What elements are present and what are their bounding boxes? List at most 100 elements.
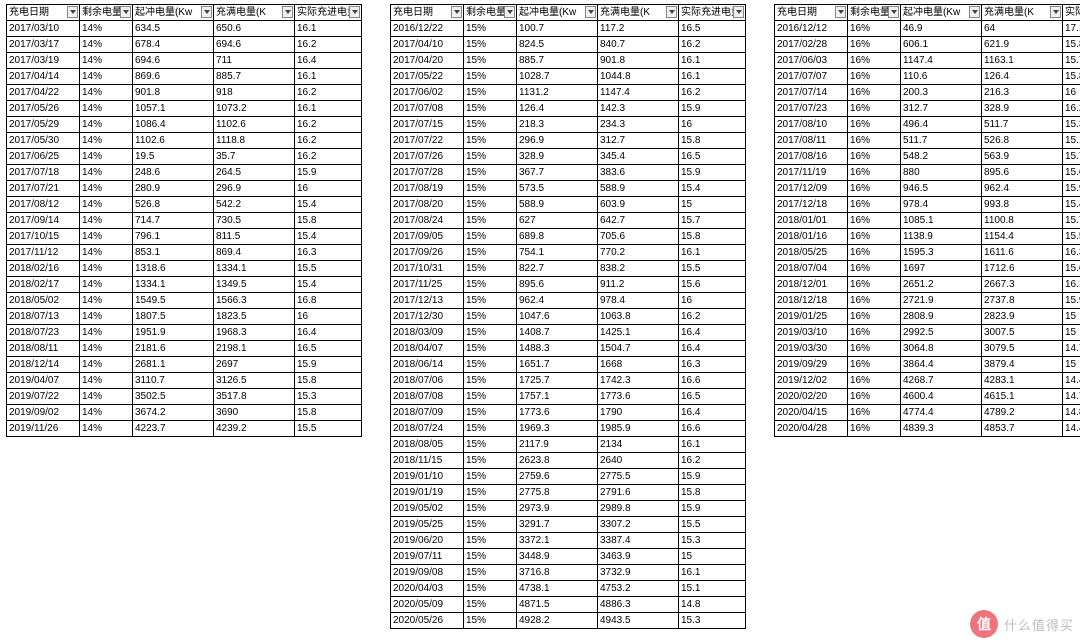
column-header[interactable]: 剩余电量	[80, 5, 133, 21]
table-row: 2017/12/1315%962.4978.416	[391, 293, 746, 309]
cell: 2020/02/20	[775, 389, 848, 405]
cell: 542.2	[214, 197, 295, 213]
column-header[interactable]: 充满电量(K	[598, 5, 679, 21]
cell: 2017/04/22	[7, 85, 80, 101]
cell: 15.6	[679, 277, 746, 293]
column-header[interactable]: 实际充进电量	[679, 5, 746, 21]
cell: 754.1	[517, 245, 598, 261]
cell: 16.1	[679, 437, 746, 453]
table-row: 2017/05/2914%1086.41102.616.2	[7, 117, 362, 133]
cell: 14%	[80, 389, 133, 405]
cell: 2019/09/08	[391, 565, 464, 581]
column-header[interactable]: 起冲电量(Kw	[901, 5, 982, 21]
filter-dropdown-icon[interactable]	[349, 6, 360, 18]
cell: 16%	[848, 325, 901, 341]
cell: 15.7	[1063, 53, 1080, 69]
cell: 1102.6	[133, 133, 214, 149]
filter-dropdown-icon[interactable]	[201, 6, 212, 18]
cell: 2823.9	[982, 309, 1063, 325]
filter-dropdown-icon[interactable]	[888, 6, 899, 18]
cell: 110.6	[901, 69, 982, 85]
table-row: 2018/02/1614%1318.61334.115.5	[7, 261, 362, 277]
header-label: 起冲电量(Kw	[135, 7, 192, 18]
cell: 64	[982, 21, 1063, 37]
table-row: 2018/07/0615%1725.71742.316.6	[391, 373, 746, 389]
cell: 100.7	[517, 21, 598, 37]
charge-table-14: 充电日期剩余电量起冲电量(Kw充满电量(K实际充进电量2017/03/1014%…	[6, 4, 362, 437]
column-header[interactable]: 实际充进电量	[1063, 5, 1080, 21]
cell: 216.3	[982, 85, 1063, 101]
filter-dropdown-icon[interactable]	[504, 6, 515, 18]
cell: 14%	[80, 341, 133, 357]
filter-dropdown-icon[interactable]	[969, 6, 980, 18]
table-row: 2019/01/1015%2759.62775.515.9	[391, 469, 746, 485]
table-row: 2018/04/0715%1488.31504.716.4	[391, 341, 746, 357]
column-header[interactable]: 剩余电量	[464, 5, 517, 21]
table-row: 2018/05/2516%1595.31611.616.3	[775, 245, 1080, 261]
cell: 14%	[80, 37, 133, 53]
filter-dropdown-icon[interactable]	[666, 6, 677, 18]
column-header[interactable]: 充满电量(K	[982, 5, 1063, 21]
cell: 1100.8	[982, 213, 1063, 229]
cell: 16.1	[679, 53, 746, 69]
table-row: 2019/03/3016%3064.83079.514.7	[775, 341, 1080, 357]
filter-dropdown-icon[interactable]	[835, 6, 846, 18]
cell: 1073.2	[214, 101, 295, 117]
filter-dropdown-icon[interactable]	[451, 6, 462, 18]
column-header[interactable]: 充电日期	[391, 5, 464, 21]
filter-dropdown-icon[interactable]	[733, 6, 744, 18]
cell: 2017/06/02	[391, 85, 464, 101]
column-header[interactable]: 充满电量(K	[214, 5, 295, 21]
column-header[interactable]: 充电日期	[7, 5, 80, 21]
filter-dropdown-icon[interactable]	[67, 6, 78, 18]
column-header[interactable]: 实际充进电量	[295, 5, 362, 21]
cell: 1154.4	[982, 229, 1063, 245]
header-label: 剩余电量	[82, 7, 122, 18]
cell: 16%	[848, 165, 901, 181]
cell: 16%	[848, 133, 901, 149]
filter-dropdown-icon[interactable]	[1050, 6, 1061, 18]
cell: 4774.4	[901, 405, 982, 421]
cell: 1334.1	[214, 261, 295, 277]
table-row: 2018/07/2415%1969.31985.916.6	[391, 421, 746, 437]
column-header[interactable]: 起冲电量(Kw	[133, 5, 214, 21]
filter-dropdown-icon[interactable]	[585, 6, 596, 18]
cell: 1028.7	[517, 69, 598, 85]
cell: 16.6	[679, 421, 746, 437]
table-row: 2019/07/2214%3502.53517.815.3	[7, 389, 362, 405]
cell: 142.3	[598, 101, 679, 117]
table-row: 2018/11/1515%2623.8264016.2	[391, 453, 746, 469]
cell: 711	[214, 53, 295, 69]
cell: 1611.6	[982, 245, 1063, 261]
table-row: 2017/04/1015%824.5840.716.2	[391, 37, 746, 53]
cell: 4738.1	[517, 581, 598, 597]
column-header[interactable]: 起冲电量(Kw	[517, 5, 598, 21]
cell: 2019/03/10	[775, 325, 848, 341]
table-row: 2018/02/1714%1334.11349.515.4	[7, 277, 362, 293]
column-header[interactable]: 充电日期	[775, 5, 848, 21]
table-row: 2020/04/1516%4774.44789.214.8	[775, 405, 1080, 421]
filter-dropdown-icon[interactable]	[120, 6, 131, 18]
cell: 2019/01/19	[391, 485, 464, 501]
header-label: 充满电量(K	[216, 7, 266, 18]
column-header[interactable]: 剩余电量	[848, 5, 901, 21]
cell: 1334.1	[133, 277, 214, 293]
filter-dropdown-icon[interactable]	[282, 6, 293, 18]
cell: 14%	[80, 293, 133, 309]
table-row: 2018/07/1314%1807.51823.516	[7, 309, 362, 325]
cell: 15%	[464, 149, 517, 165]
cell: 526.8	[133, 197, 214, 213]
cell: 2019/01/25	[775, 309, 848, 325]
table-row: 2018/07/0915%1773.6179016.4	[391, 405, 746, 421]
cell: 16%	[848, 421, 901, 437]
cell: 511.7	[901, 133, 982, 149]
cell: 978.4	[598, 293, 679, 309]
cell: 4268.7	[901, 373, 982, 389]
table-row: 2017/12/0916%946.5962.415.9	[775, 181, 1080, 197]
cell: 14%	[80, 357, 133, 373]
cell: 16%	[848, 21, 901, 37]
table-row: 2019/09/2916%3864.43879.415	[775, 357, 1080, 373]
cell: 853.1	[133, 245, 214, 261]
cell: 16.1	[679, 69, 746, 85]
table-row: 2017/10/3115%822.7838.215.5	[391, 261, 746, 277]
